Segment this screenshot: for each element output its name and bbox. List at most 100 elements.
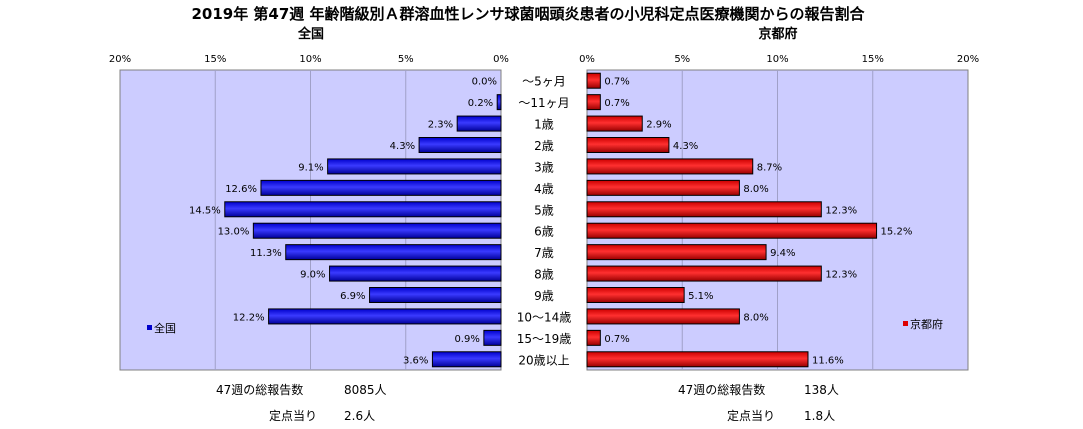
bar-left-10 bbox=[369, 287, 502, 303]
right-tick-label: 20% bbox=[957, 54, 979, 65]
bar-right-3 bbox=[586, 137, 670, 153]
bar-right-5 bbox=[586, 179, 740, 196]
left-panel-subtitle: 全国 bbox=[297, 26, 324, 42]
bar-right-8 bbox=[586, 244, 767, 261]
left-series-bars bbox=[224, 94, 502, 368]
data-label-right: 0.7% bbox=[604, 334, 629, 345]
data-label-left: 3.6% bbox=[403, 355, 428, 366]
left-axis-ticks: 0% 5% 10% 15% 20% bbox=[109, 54, 509, 65]
bar-right-7 bbox=[586, 222, 878, 239]
bar-left-8 bbox=[285, 244, 502, 261]
data-label-right: 0.7% bbox=[604, 98, 629, 109]
bar-left-12 bbox=[483, 329, 502, 346]
data-label-right: 9.4% bbox=[770, 248, 795, 259]
left-tick-label: 5% bbox=[398, 54, 414, 65]
data-label-left: 0.0% bbox=[472, 77, 497, 88]
bar-right-11 bbox=[586, 308, 740, 325]
footer-left-total-value: 8085人 bbox=[344, 383, 387, 397]
bar-right-0 bbox=[586, 72, 601, 89]
chart-title: 2019年 第47週 年齢階級別Ａ群溶血性レンサ球菌咽頭炎患者の小児科定点医療機… bbox=[191, 5, 865, 23]
data-label-right: 11.6% bbox=[812, 355, 844, 366]
category-label: 7歳 bbox=[534, 246, 554, 260]
data-label-left: 12.2% bbox=[233, 312, 265, 323]
data-label-right: 5.1% bbox=[688, 291, 713, 302]
category-label: 5歳 bbox=[534, 203, 554, 217]
category-label: 3歳 bbox=[534, 160, 554, 174]
data-label-left: 0.9% bbox=[454, 334, 479, 345]
bar-right-6 bbox=[586, 201, 822, 218]
legend-left-swatch bbox=[147, 325, 152, 330]
data-label-right: 15.2% bbox=[881, 227, 913, 238]
bar-left-1 bbox=[496, 94, 502, 111]
bar-right-13 bbox=[586, 351, 809, 368]
left-tick-label: 0% bbox=[493, 54, 509, 65]
category-labels: ～5ヶ月 ～11ヶ月 1歳 2歳 3歳 4歳 5歳 6歳 7歳 8歳 9歳 10～14歳 15～19歳 2… bbox=[517, 75, 572, 368]
category-label: 15～19歳 bbox=[517, 332, 572, 346]
category-label: 2歳 bbox=[534, 139, 554, 153]
data-label-left: 13.0% bbox=[218, 227, 250, 238]
right-tick-label: 5% bbox=[674, 54, 690, 65]
bar-left-7 bbox=[252, 222, 502, 239]
bar-right-12 bbox=[586, 329, 601, 346]
bar-left-6 bbox=[224, 201, 502, 218]
data-label-right: 8.0% bbox=[743, 184, 768, 195]
left-data-labels: 0.0% 0.2% 2.3% 4.3% 9.1% 12.6% 14.5% 13.0%11.3%… bbox=[189, 77, 497, 367]
right-tick-label: 15% bbox=[862, 54, 884, 65]
left-tick-label: 10% bbox=[299, 54, 321, 65]
legend-right-swatch bbox=[903, 321, 908, 326]
data-label-left: 0.2% bbox=[468, 98, 493, 109]
category-label: 4歳 bbox=[534, 182, 554, 196]
data-label-right: 12.3% bbox=[825, 270, 857, 281]
footer-left-per-label: 定点当り bbox=[269, 408, 317, 423]
category-label: 8歳 bbox=[534, 268, 554, 282]
data-label-right: 8.7% bbox=[757, 162, 782, 173]
bar-right-10 bbox=[586, 287, 685, 303]
bar-left-11 bbox=[268, 308, 502, 325]
data-label-left: 9.1% bbox=[298, 162, 323, 173]
data-label-left: 4.3% bbox=[390, 141, 415, 152]
bar-left-5 bbox=[260, 179, 502, 196]
data-label-left: 9.0% bbox=[300, 270, 325, 281]
bar-right-1 bbox=[586, 94, 601, 111]
right-axis-ticks: 0% 5% 10% 15% 20% bbox=[579, 54, 979, 65]
right-panel-subtitle: 京都府 bbox=[758, 26, 797, 42]
bar-left-4 bbox=[327, 158, 502, 175]
category-label: 10～14歳 bbox=[517, 310, 572, 324]
legend-right-label: 京都府 bbox=[910, 317, 943, 331]
bar-right-2 bbox=[586, 115, 643, 132]
footer-right-per-label: 定点当り bbox=[727, 408, 775, 423]
right-tick-label: 0% bbox=[579, 54, 595, 65]
footer-right-total-value: 138人 bbox=[804, 383, 839, 397]
data-label-left: 11.3% bbox=[250, 248, 282, 259]
bar-right-4 bbox=[586, 158, 754, 175]
category-label: ～5ヶ月 bbox=[522, 75, 566, 89]
bar-left-13 bbox=[431, 351, 502, 368]
data-label-right: 8.0% bbox=[743, 312, 768, 323]
data-label-left: 2.3% bbox=[428, 120, 453, 131]
left-tick-label: 20% bbox=[109, 54, 131, 65]
data-label-right: 0.7% bbox=[604, 77, 629, 88]
footer-left-total-label: 47週の総報告数 bbox=[216, 382, 303, 397]
data-label-right: 12.3% bbox=[825, 205, 857, 216]
bar-left-3 bbox=[418, 137, 502, 153]
bar-left-9 bbox=[329, 265, 502, 282]
category-label: 9歳 bbox=[534, 289, 554, 303]
bar-right-9 bbox=[586, 265, 822, 282]
footer-right-total-label: 47週の総報告数 bbox=[678, 382, 765, 397]
legend-left-label: 全国 bbox=[154, 321, 176, 335]
bar-left-2 bbox=[456, 115, 502, 132]
right-data-labels: 0.7% 0.7% 2.9%4.3% 8.7% 8.0% 12.3% 15.2% 9.4% 12… bbox=[604, 77, 912, 367]
data-label-right: 2.9% bbox=[646, 120, 671, 131]
right-tick-label: 10% bbox=[766, 54, 788, 65]
data-label-left: 14.5% bbox=[189, 205, 221, 216]
data-label-left: 6.9% bbox=[340, 291, 365, 302]
right-series-bars bbox=[586, 72, 878, 368]
category-label: 6歳 bbox=[534, 225, 554, 239]
data-label-right: 4.3% bbox=[673, 141, 698, 152]
left-tick-label: 15% bbox=[204, 54, 226, 65]
footer-left-per-value: 2.6人 bbox=[344, 409, 375, 423]
footer-right-per-value: 1.8人 bbox=[804, 409, 835, 423]
category-label: 20歳以上 bbox=[518, 353, 569, 367]
data-label-left: 12.6% bbox=[225, 184, 257, 195]
